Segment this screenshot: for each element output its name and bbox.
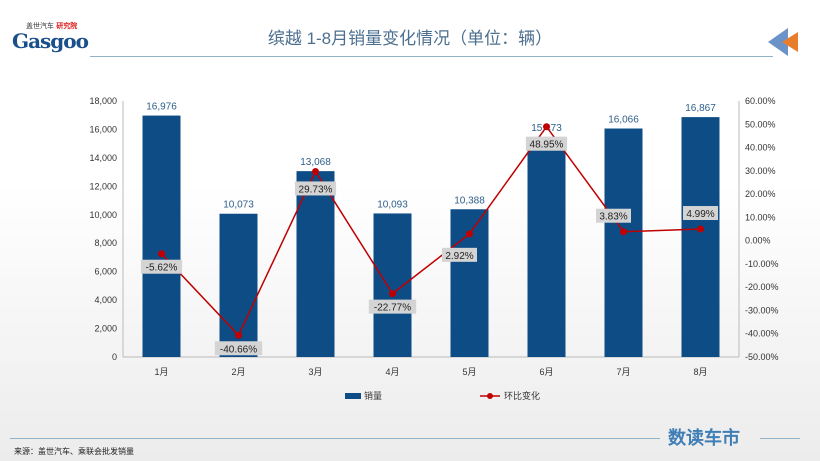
right-tick-label: -30.00% [745, 305, 779, 315]
right-tick-label: 40.00% [745, 143, 776, 153]
right-tick-label: 20.00% [745, 189, 776, 199]
nav-back-icon[interactable] [768, 28, 788, 56]
line-label-box [596, 208, 631, 223]
legend-bar-swatch [345, 393, 361, 399]
line-point [235, 331, 242, 339]
logo-sub: 盖世汽车 [26, 22, 54, 30]
bar [604, 128, 643, 357]
bar [296, 171, 335, 357]
header-divider [90, 56, 773, 57]
right-tick-label: 10.00% [745, 212, 776, 222]
right-tick-label: -40.00% [745, 329, 779, 339]
bar-value-label: 10,073 [223, 200, 254, 211]
left-tick-label: 10,000 [89, 210, 117, 220]
line-value-label: 48.95% [530, 140, 564, 151]
left-tick-label: 12,000 [89, 181, 117, 191]
logo-sub-line: 盖世汽车 研究院 [12, 22, 92, 31]
right-tick-label: 50.00% [745, 119, 776, 129]
line-point [620, 228, 627, 236]
logo-text: Gasgoo [12, 29, 89, 53]
right-tick-label: 60.00% [745, 96, 776, 106]
line-point [543, 123, 550, 131]
left-tick-label: 16,000 [89, 124, 117, 134]
x-tick-label: 2月 [231, 367, 245, 377]
left-tick-label: 8,000 [94, 238, 117, 248]
line-value-label: -22.77% [374, 303, 411, 314]
line-value-label: -40.66% [220, 344, 257, 355]
right-tick-label: 30.00% [745, 166, 776, 176]
line-point [466, 230, 473, 238]
source-note: 来源：盖世汽车、乘联会批发销量 [14, 447, 134, 456]
right-tick-label: 0.00% [745, 236, 771, 246]
left-tick-label: 14,000 [89, 153, 117, 163]
x-tick-label: 3月 [308, 367, 322, 377]
bar [142, 115, 181, 357]
bar-value-label: 16,066 [608, 115, 639, 126]
bar-value-label: 16,867 [685, 103, 716, 114]
bar-value-label: 13,068 [300, 157, 331, 168]
line-value-label: 29.73% [299, 184, 333, 195]
line-label-box [294, 181, 337, 196]
left-tick-label: 6,000 [94, 267, 117, 277]
x-tick-label: 4月 [385, 367, 399, 377]
logo-sub2: 研究院 [56, 22, 78, 30]
line-label-box [442, 247, 477, 262]
gasgoo-logo: 盖世汽车 研究院 Gasgoo [12, 22, 92, 51]
left-tick-label: 2,000 [94, 324, 117, 334]
footer-divider-right [760, 438, 800, 439]
legend-line-marker [487, 393, 493, 399]
line-point [158, 250, 165, 258]
line-label-box [140, 259, 183, 274]
line-point [312, 167, 319, 175]
legend-label-sales: 销量 [364, 390, 382, 401]
bar-value-label: 10,388 [454, 195, 485, 206]
x-tick-label: 7月 [616, 367, 630, 377]
line-label-box [368, 299, 417, 314]
legend-label-mom: 环比变化 [504, 390, 540, 401]
bar-value-label: 10,093 [377, 199, 408, 210]
line-label-box [683, 206, 718, 221]
right-tick-label: -20.00% [745, 282, 779, 292]
left-tick-label: 18,000 [89, 96, 117, 106]
bar [527, 136, 566, 357]
left-tick-label: 4,000 [94, 295, 117, 305]
line-label-box [214, 341, 263, 356]
page-title: 缤越 1-8月销量变化情况（单位：辆） [267, 29, 553, 48]
footer-divider [10, 438, 660, 439]
x-tick-label: 6月 [539, 367, 553, 377]
x-tick-label: 5月 [462, 367, 476, 377]
right-tick-label: -10.00% [745, 259, 779, 269]
line-point [389, 290, 396, 298]
brand-label: 数读车市 [668, 428, 740, 448]
bar [681, 117, 720, 358]
nav-back-accent-icon [782, 32, 798, 52]
line-label-box [525, 136, 568, 151]
line-value-label: 2.92% [445, 251, 473, 262]
x-tick-label: 1月 [154, 367, 168, 377]
right-tick-label: -50.00% [745, 352, 779, 362]
line-value-label: 3.83% [599, 212, 627, 223]
x-tick-label: 8月 [693, 367, 707, 377]
bar [373, 213, 412, 357]
line-value-label: -5.62% [146, 263, 178, 274]
left-tick-label: 0 [112, 352, 117, 362]
line-value-label: 4.99% [686, 209, 714, 220]
bar-value-label: 16,976 [146, 102, 177, 113]
line-point [697, 225, 704, 233]
